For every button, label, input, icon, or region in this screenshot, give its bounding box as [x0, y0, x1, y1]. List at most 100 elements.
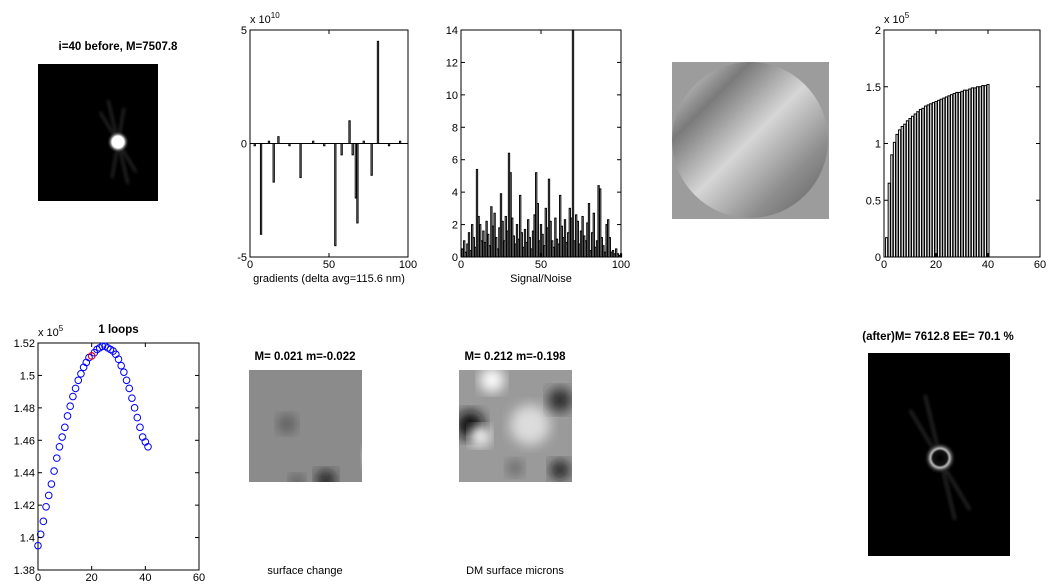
multiplier-power: 10 [271, 11, 280, 20]
bar [464, 251, 467, 258]
bar [491, 225, 495, 258]
point [98, 342, 107, 351]
bar [578, 243, 581, 258]
x-tick-label: 40 [982, 259, 994, 271]
bar [594, 246, 597, 258]
bar [504, 215, 507, 258]
image-title: (after)M= 7612.8 EE= 70.1 % [862, 331, 1014, 343]
bar [370, 143, 373, 176]
bar [926, 104, 930, 258]
bar [916, 111, 920, 258]
point [136, 423, 144, 432]
bar [535, 172, 538, 258]
bar [611, 250, 615, 258]
bar [483, 241, 487, 258]
bar [544, 207, 547, 258]
bar [562, 237, 565, 258]
bar [952, 93, 956, 258]
bar [950, 94, 954, 258]
dm-surface-image [459, 370, 572, 482]
bar [602, 245, 605, 258]
point [114, 355, 123, 364]
y-tick-label: 1.48 [14, 403, 35, 415]
point [63, 412, 72, 420]
bar [501, 220, 504, 258]
bar [490, 206, 493, 258]
bar [957, 91, 961, 258]
bar [533, 214, 536, 258]
bar [495, 237, 498, 258]
bar [539, 224, 543, 258]
bar [887, 182, 891, 258]
bar [565, 241, 568, 258]
bar [496, 248, 499, 258]
point [58, 433, 66, 441]
x-tick-label: 20 [86, 572, 98, 584]
bar [929, 103, 933, 258]
bar [587, 202, 591, 258]
bar [885, 237, 889, 258]
point [120, 368, 128, 376]
point [128, 394, 136, 402]
bar [934, 101, 938, 258]
bar [583, 235, 586, 258]
bar [480, 240, 483, 258]
y-tick-label: 8 [452, 122, 458, 134]
bar [890, 154, 894, 258]
bar [466, 243, 469, 258]
point [55, 442, 64, 451]
bar [463, 240, 466, 258]
bar [509, 172, 512, 258]
bar [461, 248, 464, 258]
y-tick-label: 5 [241, 25, 247, 37]
point [52, 454, 61, 462]
axes-box [460, 29, 622, 258]
y-tick-label: 0.5 [866, 195, 881, 207]
bar [605, 224, 608, 258]
bar [340, 143, 343, 156]
bar [376, 40, 380, 144]
bar [507, 152, 511, 258]
bar [924, 105, 928, 258]
point [133, 413, 142, 422]
x-axis-label: Signal/Noise [510, 273, 572, 285]
bar [939, 98, 943, 258]
y-tick-label: 6 [452, 155, 458, 167]
bar [523, 228, 527, 258]
bar [485, 220, 488, 258]
x-tick-label: 0 [458, 259, 464, 271]
bar [557, 243, 560, 258]
y-tick-label: 1.5 [20, 370, 35, 382]
y-tick-label: 1 [875, 139, 881, 151]
point [117, 361, 125, 370]
bar [334, 143, 337, 247]
bar [597, 185, 600, 258]
bar [898, 129, 902, 258]
multiplier-power: 5 [905, 11, 910, 20]
bar [986, 83, 990, 258]
bar [512, 235, 515, 258]
bar [475, 168, 479, 258]
bar [892, 141, 896, 258]
bar [563, 219, 567, 258]
point [39, 517, 48, 526]
bar [973, 87, 977, 258]
image-title: i=40 before, M=7507.8 [59, 41, 179, 53]
bar [479, 224, 482, 258]
bar [469, 250, 472, 258]
phase-map-image [672, 62, 829, 219]
y-tick-label: 1.5 [866, 82, 881, 94]
x-tick-label: 40 [139, 572, 151, 584]
point [50, 467, 58, 475]
image-label: surface change [267, 565, 342, 577]
bar [944, 96, 948, 258]
bar [895, 133, 899, 258]
y-tick-label: 1.4 [20, 533, 35, 545]
bar [541, 233, 544, 258]
bar [603, 251, 607, 258]
point [34, 541, 42, 550]
x-tick-label: 50 [535, 259, 547, 271]
bar [543, 245, 546, 258]
point [69, 392, 77, 401]
bar [918, 108, 922, 258]
